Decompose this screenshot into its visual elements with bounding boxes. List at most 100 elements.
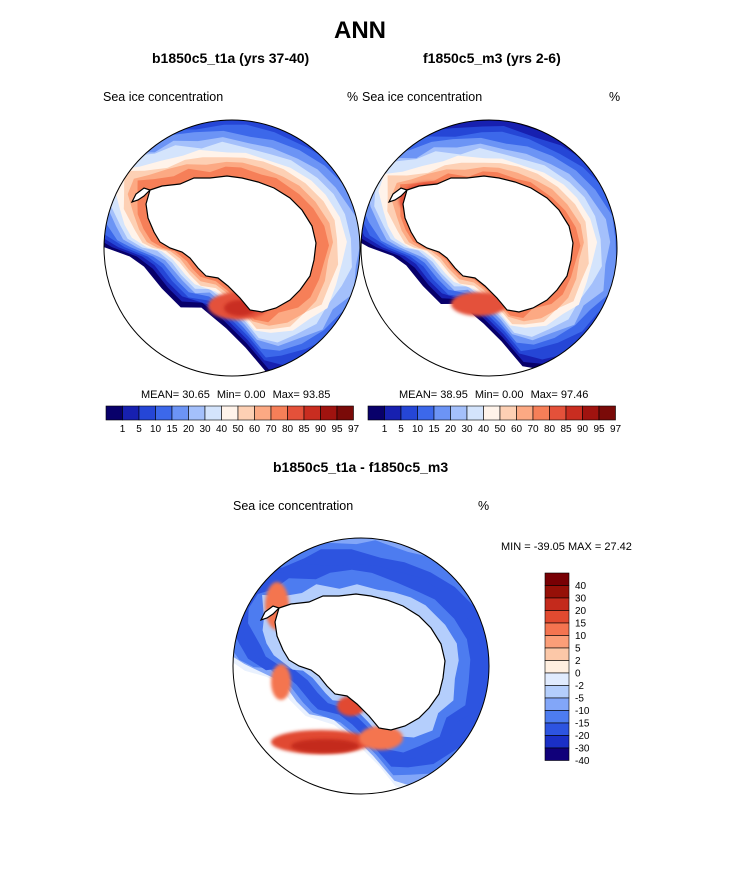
positive-anomaly-area xyxy=(359,726,403,750)
colorbar-tick-label: 40 xyxy=(478,424,490,435)
colorbar-tick-label: -30 xyxy=(575,744,590,755)
panel3-min-label: MIN = xyxy=(501,541,531,553)
colorbar-box xyxy=(544,710,570,724)
colorbar-box xyxy=(544,585,570,599)
colorbar-box xyxy=(466,405,484,421)
colorbar-tick-label: 2 xyxy=(575,656,581,667)
antarctic-peninsula xyxy=(387,187,409,204)
colorbar-tick-label: 30 xyxy=(199,424,211,435)
panel1-colorbar: 1 5 10 15 20 30 40 50 60 70 80 85 90 95 97 xyxy=(105,405,360,435)
colorbar-tick-label: -20 xyxy=(575,731,590,742)
panel2-title: f1850c5_m3 (yrs 2-6) xyxy=(423,50,561,66)
colorbar-box xyxy=(544,660,570,674)
panel1-map-border xyxy=(103,119,361,377)
colorbar-box xyxy=(417,405,435,421)
colorbar-tick-label: 80 xyxy=(544,424,556,435)
panel3-max-value: 27.42 xyxy=(604,541,632,553)
panel1-map xyxy=(104,120,360,376)
panel2-stats: MEAN= 38.95 Min= 0.00 Max= 97.46 xyxy=(399,389,588,401)
panel3-map xyxy=(233,538,489,794)
colorbar-box xyxy=(544,597,570,611)
colorbar-tick-label: 80 xyxy=(282,424,294,435)
colorbar-box xyxy=(122,405,140,421)
panel2-colorbar: 1 5 10 15 20 30 40 50 60 70 80 85 90 95 97 xyxy=(367,405,622,435)
colorbar-tick-label: 10 xyxy=(412,424,424,435)
antarctica-landmass xyxy=(402,175,574,313)
colorbar-box xyxy=(532,405,550,421)
colorbar-box xyxy=(204,405,222,421)
antarctica-landmass xyxy=(274,593,446,731)
antarctic-peninsula xyxy=(130,187,152,204)
colorbar-box xyxy=(544,647,570,661)
colorbar-tick-label: 5 xyxy=(575,644,581,655)
colorbar-tick-label: 20 xyxy=(575,606,587,617)
colorbar-tick-label: 30 xyxy=(575,594,587,605)
colorbar-tick-label: 10 xyxy=(150,424,162,435)
colorbar-tick-label: 50 xyxy=(494,424,506,435)
panel2-mean-label: MEAN= xyxy=(399,389,438,401)
colorbar-tick-label: 90 xyxy=(577,424,589,435)
colorbar-box xyxy=(544,685,570,699)
colorbar-tick-label: 15 xyxy=(166,424,178,435)
panel2-units-label: % xyxy=(609,90,621,104)
panel1-stats: MEAN= 30.65 Min= 0.00 Max= 93.85 xyxy=(141,389,330,401)
panel2-variable-label: Sea ice concentration xyxy=(362,90,483,104)
panel3-map-border xyxy=(232,537,490,795)
colorbar-tick-label: 10 xyxy=(575,631,587,642)
colorbar-tick-label: 95 xyxy=(593,424,605,435)
colorbar-tick-label: 97 xyxy=(610,424,622,435)
colorbar-box xyxy=(171,405,189,421)
panel1-min-value: 0.00 xyxy=(244,389,266,401)
colorbar-box xyxy=(384,405,402,421)
panel2-min-value: 0.00 xyxy=(502,389,524,401)
colorbar-tick-label: 90 xyxy=(315,424,327,435)
panel1-variable-label: Sea ice concentration xyxy=(103,90,224,104)
colorbar-box xyxy=(155,405,173,421)
colorbar-tick-label: 5 xyxy=(136,424,142,435)
panel1-mean-value: 30.65 xyxy=(182,389,210,401)
colorbar-box xyxy=(367,405,385,421)
colorbar-tick-label: 97 xyxy=(348,424,360,435)
panel3-title: b1850c5_t1a - f1850c5_m3 xyxy=(273,459,449,475)
colorbar-box xyxy=(270,405,288,421)
panel3-units-label: % xyxy=(478,499,490,513)
colorbar-tick-label: 95 xyxy=(331,424,343,435)
colorbar-tick-label: 60 xyxy=(511,424,523,435)
colorbar-tick-label: 50 xyxy=(232,424,244,435)
colorbar-tick-label: 1 xyxy=(120,424,126,435)
colorbar-box xyxy=(499,405,517,421)
colorbar-box xyxy=(582,405,600,421)
panel1-min-label: Min= xyxy=(216,389,242,401)
panel1-max-value: 93.85 xyxy=(302,389,331,401)
panel3-max-label: MAX = xyxy=(567,541,602,553)
colorbar-box xyxy=(565,405,583,421)
panel1-mean-label: MEAN= xyxy=(141,389,180,401)
colorbar-tick-label: 5 xyxy=(398,424,404,435)
panel2-map xyxy=(361,120,617,376)
colorbar-box xyxy=(544,610,570,624)
colorbar-tick-label: 0 xyxy=(575,669,581,680)
panel2-min-label: Min= xyxy=(474,389,500,401)
colorbar-box xyxy=(549,405,567,421)
colorbar-box xyxy=(303,405,321,421)
panel1-max-label: Max= xyxy=(272,389,300,401)
positive-anomaly-area xyxy=(291,739,359,753)
colorbar-tick-label: 15 xyxy=(575,619,587,630)
colorbar-box xyxy=(544,697,570,711)
colorbar-box xyxy=(450,405,468,421)
colorbar-box xyxy=(221,405,239,421)
colorbar-box xyxy=(400,405,418,421)
panel2-max-value: 97.46 xyxy=(560,389,589,401)
colorbar-tick-label: 85 xyxy=(560,424,572,435)
colorbar-box xyxy=(237,405,255,421)
colorbar-box xyxy=(188,405,206,421)
colorbar-box xyxy=(544,622,570,636)
colorbar-tick-label: 15 xyxy=(428,424,440,435)
colorbar-box xyxy=(320,405,338,421)
colorbar-tick-label: 60 xyxy=(249,424,261,435)
colorbar-box xyxy=(544,635,570,649)
colorbar-tick-label: 40 xyxy=(216,424,228,435)
colorbar-box xyxy=(544,672,570,686)
